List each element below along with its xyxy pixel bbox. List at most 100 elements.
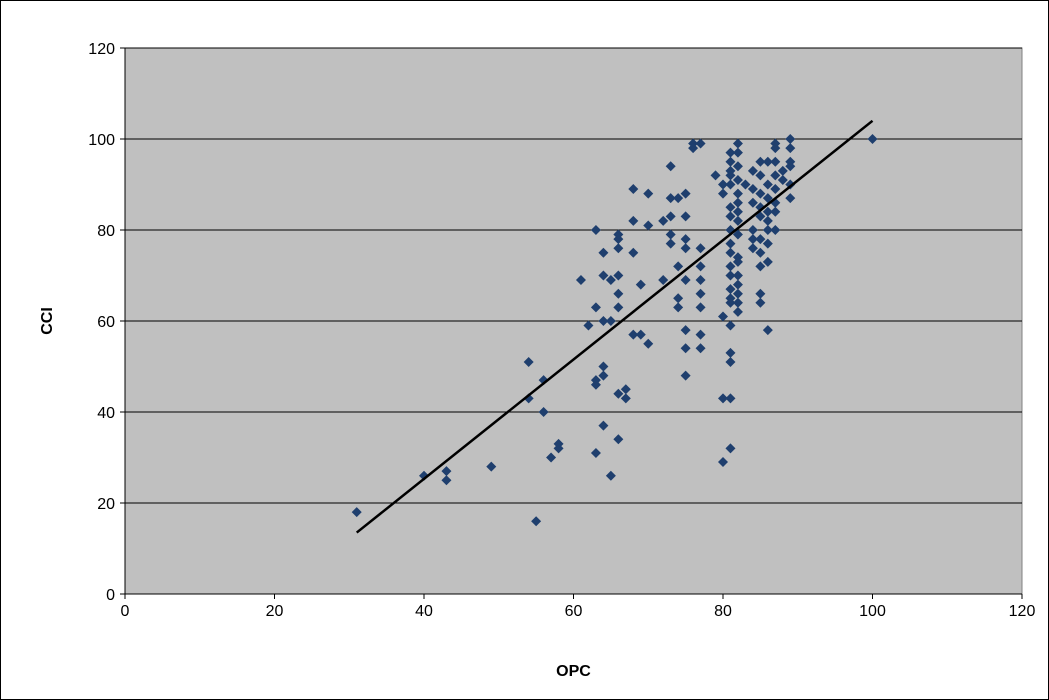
data-point [695,243,706,254]
data-point [643,220,654,231]
data-point [747,197,758,208]
data-point [762,215,773,226]
data-point [695,329,706,340]
data-point [680,343,691,354]
data-point [673,302,684,313]
data-point [441,466,452,477]
data-point [732,197,743,208]
data-point [583,320,594,331]
data-point [725,284,736,295]
data-point [770,170,781,181]
data-point [688,143,699,154]
data-point [777,165,788,176]
data-point [620,393,631,404]
data-point [695,138,706,149]
data-point [732,174,743,185]
data-point [598,270,609,281]
data-point [732,288,743,299]
data-point [762,256,773,267]
data-point [762,225,773,235]
data-points [351,134,878,527]
data-point [718,311,728,322]
data-point [732,138,743,149]
data-point [680,188,691,199]
data-point [747,225,758,235]
data-point [673,193,684,204]
data-point [575,275,586,286]
data-point [680,275,691,286]
y-tick-label: 80 [97,223,115,240]
data-point [725,179,736,190]
x-tick-label: 120 [1009,603,1036,620]
data-point [620,384,631,395]
data-point [770,184,781,195]
y-tick-label: 20 [97,496,115,513]
y-tick-label: 40 [97,405,115,422]
data-point [598,361,609,372]
data-point [725,202,736,213]
x-tick-label: 100 [859,603,886,620]
data-point [725,156,736,167]
data-point [441,475,452,486]
data-point [590,379,601,390]
data-point [732,297,743,308]
tick-labels: 0 20 40 60 80 100 120 0 20 40 60 80 100 120 [88,41,1035,620]
y-tick-label: 0 [106,587,115,604]
data-point [590,447,601,458]
data-point [755,170,766,181]
axes [120,47,1023,599]
data-point [732,188,743,199]
data-point [725,320,736,331]
data-point [725,238,736,249]
data-point [628,247,639,258]
data-point [785,134,796,144]
data-point [725,347,736,358]
data-point [351,507,362,518]
data-point [747,234,758,245]
y-tick-label: 100 [88,132,115,149]
data-point [762,238,773,249]
data-point [732,306,743,317]
data-point [740,179,751,190]
data-point [695,261,706,272]
data-point [486,461,497,472]
data-point [755,234,766,245]
data-point [665,238,676,249]
data-point [755,188,766,199]
data-point [523,356,534,367]
data-point [785,193,796,204]
data-point [725,297,736,308]
data-point [680,234,691,245]
data-point [725,393,736,404]
data-point [665,211,676,222]
data-point [680,370,691,381]
data-point [718,179,728,190]
data-point [605,316,616,326]
data-point [718,457,728,468]
data-point [695,302,706,313]
data-point [732,229,743,240]
data-point [770,225,781,235]
data-point [732,206,743,217]
data-point [613,434,624,445]
x-tick-label: 20 [266,603,284,620]
data-point [643,188,654,199]
data-point [680,243,691,254]
data-point [732,279,743,290]
data-point [755,288,766,299]
x-tick-label: 40 [415,603,433,620]
data-point [635,279,646,290]
data-point [695,288,706,299]
x-axis-title: OPC [556,663,591,680]
x-tick-label: 80 [714,603,732,620]
data-point [605,275,616,286]
data-point [725,170,736,181]
data-point [755,156,766,167]
data-point [538,407,549,417]
data-point [613,302,624,313]
data-point [546,452,557,463]
data-point [762,325,773,336]
data-point [598,247,609,258]
data-point [762,179,773,190]
